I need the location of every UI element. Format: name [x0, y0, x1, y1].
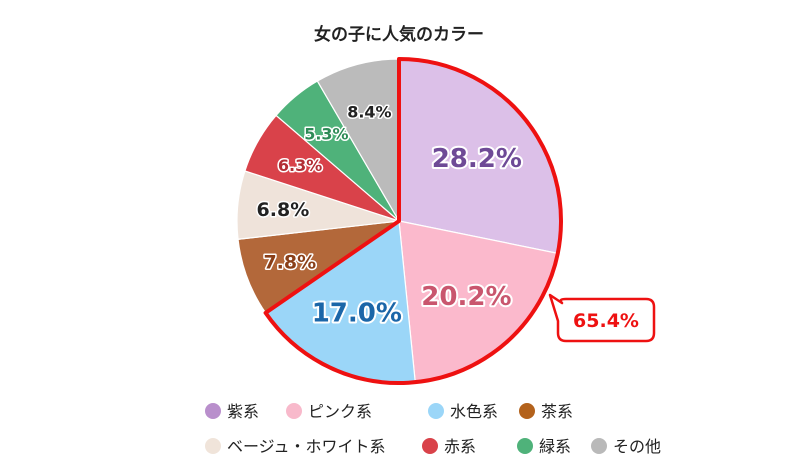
legend-item-7: その他	[591, 437, 661, 456]
legend-item-5: 赤系	[422, 437, 476, 456]
legend-label: 水色系	[450, 402, 498, 421]
highlight-group: 65.4%	[263, 57, 656, 385]
legend-item-2: 水色系	[428, 402, 498, 421]
legend-label: 緑系	[539, 437, 571, 456]
legend-item-3: 茶系	[519, 402, 573, 421]
data-label-4: 6.8%	[257, 199, 310, 221]
legend-label: 紫系	[227, 402, 259, 421]
legend-label: 茶系	[541, 402, 573, 421]
legend-swatch	[205, 403, 221, 419]
legend-item-4: ベージュ・ホワイト系	[205, 437, 386, 456]
data-label-5: 6.3%	[278, 156, 322, 175]
legend-item-0: 紫系	[205, 402, 259, 421]
data-labels: 28.2% 20.2% 17.0% 7.8% 6.8% 6.3% 5.3% 8.4%	[255, 101, 524, 331]
highlight-outline	[263, 57, 563, 385]
legend-swatch	[591, 438, 607, 454]
data-label-6: 5.3%	[304, 125, 348, 144]
data-label-7: 8.4%	[347, 102, 391, 121]
legend-swatch	[428, 403, 444, 419]
legend-item-6: 緑系	[517, 437, 571, 456]
chart-title: 女の子に人気のカラー	[314, 24, 484, 45]
legend-swatch	[422, 438, 438, 454]
data-label-0: 28.2%	[432, 144, 522, 174]
legend-label: ピンク系	[308, 402, 372, 421]
legend-label: その他	[613, 437, 661, 456]
legend-swatch	[286, 403, 302, 419]
legend-item-1: ピンク系	[286, 402, 372, 421]
callout-box	[548, 293, 656, 343]
legend-swatch	[517, 438, 533, 454]
legend-swatch	[519, 403, 535, 419]
data-label-2: 17.0%	[312, 299, 402, 329]
legend-label: ベージュ・ホワイト系	[227, 437, 386, 456]
data-label-1: 20.2%	[421, 282, 511, 312]
data-label-3: 7.8%	[263, 252, 316, 274]
legend-label: 赤系	[444, 437, 476, 456]
legend-swatch	[205, 438, 221, 454]
pie-slices	[236, 58, 562, 384]
callout-label: 65.4%	[573, 310, 639, 332]
